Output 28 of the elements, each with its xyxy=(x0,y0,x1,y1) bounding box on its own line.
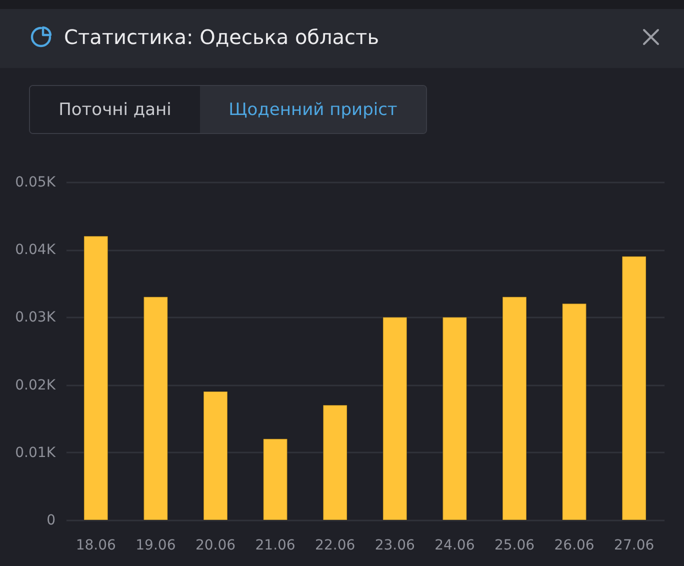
x-tick-label: 27.06 xyxy=(614,538,654,554)
y-tick-label: 0.04K xyxy=(15,242,56,258)
y-tick-label: 0.02K xyxy=(15,377,56,394)
x-tick-label: 20.06 xyxy=(195,538,236,554)
x-tick-label: 24.06 xyxy=(434,538,475,554)
bar xyxy=(502,296,527,520)
bar xyxy=(262,438,288,520)
y-tick-label: 0.01K xyxy=(15,444,56,461)
bar xyxy=(562,303,587,520)
tab-button: Щоденний приріст xyxy=(200,86,426,133)
y-tick-label: 0.03K xyxy=(15,310,56,326)
chart-title: Статистика: Одеська область xyxy=(64,25,379,49)
x-tick-label: 18.06 xyxy=(76,538,116,554)
x-tick-label: 19.06 xyxy=(136,538,176,554)
bar xyxy=(83,236,108,520)
bar xyxy=(203,391,228,520)
bar xyxy=(143,296,168,520)
bar xyxy=(382,316,408,520)
bar xyxy=(622,256,647,520)
bar xyxy=(322,404,348,520)
x-tick-label: 22.06 xyxy=(315,538,356,554)
bar xyxy=(442,316,468,520)
x-tick-label: 26.06 xyxy=(554,538,594,554)
y-tick-label: 0.05K xyxy=(15,174,56,190)
x-tick-label: 21.06 xyxy=(255,538,296,554)
x-tick-label: 23.06 xyxy=(374,538,416,554)
x-tick-label: 25.06 xyxy=(494,538,535,554)
y-tick-label: 0 xyxy=(46,512,56,528)
